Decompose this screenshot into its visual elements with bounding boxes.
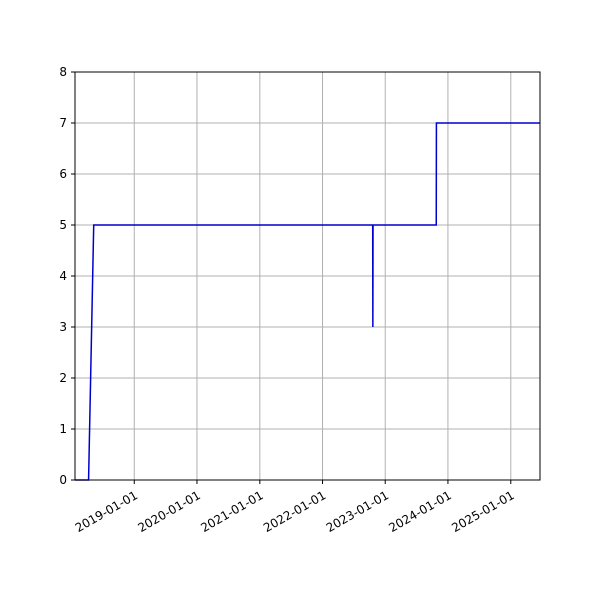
y-tick-label: 0: [59, 473, 67, 487]
y-tick-label: 7: [59, 116, 67, 130]
y-tick-label: 8: [59, 65, 67, 79]
series-layer: [75, 122, 540, 481]
y-tick-label: 2: [59, 371, 67, 385]
x-tick-label: 2019-01-01: [73, 488, 140, 535]
x-tick-label: 2021-01-01: [198, 488, 265, 535]
x-tick-label: 2022-01-01: [261, 488, 328, 535]
x-tick-label: 2025-01-01: [449, 488, 516, 535]
y-tick-label: 4: [59, 269, 67, 283]
x-tick-label: 2023-01-01: [324, 488, 391, 535]
series-line: [75, 122, 540, 481]
grid: [75, 71, 540, 481]
y-tick-label: 1: [59, 422, 67, 436]
x-tick-label: 2024-01-01: [386, 488, 453, 535]
y-tick-label: 5: [59, 218, 67, 232]
x-tick-label: 2020-01-01: [135, 488, 202, 535]
x-axis: 2019-01-012020-01-012021-01-012022-01-01…: [73, 480, 517, 535]
y-axis: 0 1 2 3 4 5 6 7 8: [59, 65, 75, 487]
y-tick-label: 3: [59, 320, 67, 334]
y-tick-label: 6: [59, 167, 67, 181]
